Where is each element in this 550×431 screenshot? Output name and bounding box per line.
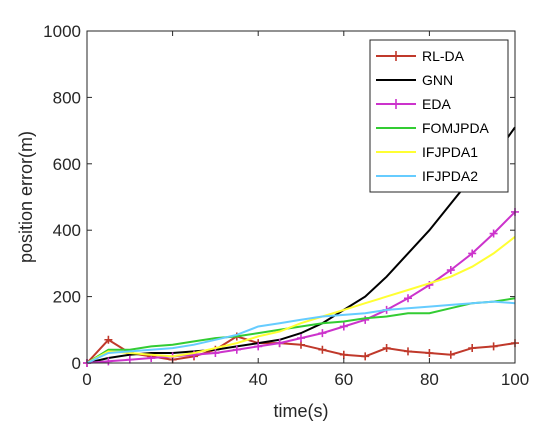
x-tick-label: 20 <box>163 370 182 389</box>
x-axis-title: time(s) <box>274 401 329 421</box>
legend-marker <box>391 51 401 61</box>
legend-label: IFJPDA2 <box>422 168 478 184</box>
y-tick-label: 400 <box>53 221 81 240</box>
legend-label: IFJPDA1 <box>422 144 478 160</box>
series-point-eda <box>361 315 370 324</box>
series-point-eda <box>489 229 498 238</box>
series-line-fomjpda <box>86 297 516 364</box>
x-tick-label: 80 <box>420 370 439 389</box>
series-point-rl-da <box>318 345 327 354</box>
y-axis-title: position error(m) <box>16 131 36 263</box>
series-point-eda <box>211 349 220 358</box>
legend-label: EDA <box>422 96 451 112</box>
plot-frame <box>86 30 516 364</box>
series-point-eda <box>297 334 305 343</box>
series-line-ifjpda2 <box>86 300 516 364</box>
x-tick-label: 0 <box>82 370 91 389</box>
series-layer <box>83 126 519 367</box>
series-point-rl-da <box>489 342 498 351</box>
series-point-eda <box>104 357 113 366</box>
legend-label: GNN <box>422 72 453 88</box>
legend-label: FOMJPDA <box>422 120 490 136</box>
y-tick-label: 600 <box>53 155 81 174</box>
series-point-eda <box>275 339 284 348</box>
series-point-eda <box>468 249 477 258</box>
legend-marker <box>391 99 401 109</box>
legend: RL-DA GNN EDA FOMJPDA IFJPDA1 IFJPDA2 <box>369 39 509 193</box>
series-point-eda <box>125 355 134 364</box>
series-point-rl-da <box>339 350 348 359</box>
x-tick-label: 60 <box>334 370 353 389</box>
y-tick-label: 200 <box>53 288 81 307</box>
y-tick-label: 1000 <box>43 22 81 41</box>
series-point-rl-da <box>404 347 412 356</box>
series-point-rl-da <box>425 349 434 358</box>
series-point-eda <box>339 322 348 331</box>
x-tick-label: 40 <box>249 370 268 389</box>
series-point-rl-da <box>382 344 391 353</box>
series-line-ifjpda1 <box>86 236 516 364</box>
x-tick-label: 100 <box>501 370 529 389</box>
series-point-rl-da <box>104 335 113 344</box>
series-point-rl-da <box>468 344 477 353</box>
series-point-eda <box>232 345 241 354</box>
series-point-rl-da <box>361 352 370 361</box>
legend-label: RL-DA <box>422 48 465 64</box>
series-point-eda <box>254 342 263 351</box>
y-tick-label: 800 <box>53 88 81 107</box>
y-tick-label: 0 <box>72 354 81 373</box>
series-point-eda <box>404 294 412 303</box>
series-line-gnn <box>86 126 516 364</box>
legend-box <box>369 39 509 193</box>
series-point-rl-da <box>446 350 455 359</box>
series-point-eda <box>446 266 455 275</box>
series-point-eda <box>318 329 327 338</box>
